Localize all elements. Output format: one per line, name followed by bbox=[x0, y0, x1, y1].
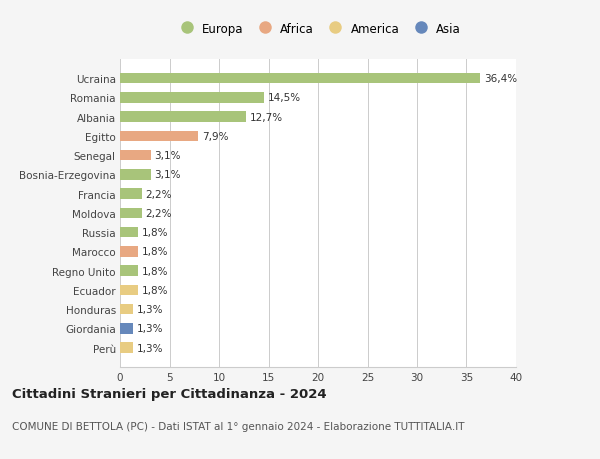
Bar bbox=[120, 343, 133, 353]
Text: 1,8%: 1,8% bbox=[142, 266, 168, 276]
Text: 1,8%: 1,8% bbox=[142, 247, 168, 257]
Bar bbox=[120, 93, 263, 103]
Text: 3,1%: 3,1% bbox=[155, 170, 181, 180]
Bar bbox=[120, 131, 198, 142]
Text: 2,2%: 2,2% bbox=[146, 208, 172, 218]
Text: 36,4%: 36,4% bbox=[484, 74, 517, 84]
Text: 1,8%: 1,8% bbox=[142, 228, 168, 238]
Bar bbox=[120, 73, 481, 84]
Bar bbox=[120, 151, 151, 161]
Bar bbox=[120, 285, 138, 296]
Text: 3,1%: 3,1% bbox=[155, 151, 181, 161]
Text: 1,3%: 1,3% bbox=[137, 324, 163, 334]
Text: 7,9%: 7,9% bbox=[202, 132, 229, 141]
Bar bbox=[120, 324, 133, 334]
Text: 12,7%: 12,7% bbox=[250, 112, 283, 123]
Text: COMUNE DI BETTOLA (PC) - Dati ISTAT al 1° gennaio 2024 - Elaborazione TUTTITALIA: COMUNE DI BETTOLA (PC) - Dati ISTAT al 1… bbox=[12, 421, 464, 431]
Text: 1,3%: 1,3% bbox=[137, 343, 163, 353]
Legend: Europa, Africa, America, Asia: Europa, Africa, America, Asia bbox=[175, 22, 461, 35]
Bar bbox=[120, 266, 138, 276]
Bar bbox=[120, 112, 246, 123]
Bar bbox=[120, 304, 133, 315]
Text: 14,5%: 14,5% bbox=[268, 93, 301, 103]
Bar bbox=[120, 170, 151, 180]
Text: 1,3%: 1,3% bbox=[137, 304, 163, 314]
Bar bbox=[120, 189, 142, 200]
Bar bbox=[120, 227, 138, 238]
Bar bbox=[120, 246, 138, 257]
Text: Cittadini Stranieri per Cittadinanza - 2024: Cittadini Stranieri per Cittadinanza - 2… bbox=[12, 387, 326, 400]
Text: 1,8%: 1,8% bbox=[142, 285, 168, 295]
Bar bbox=[120, 208, 142, 219]
Text: 2,2%: 2,2% bbox=[146, 189, 172, 199]
